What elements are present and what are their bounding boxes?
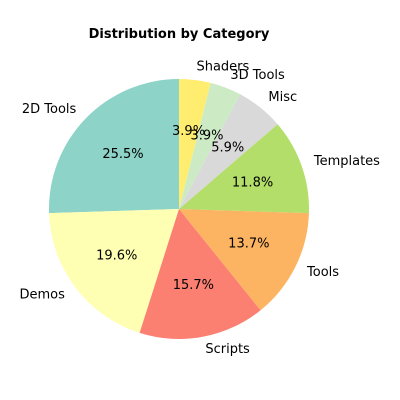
slice-percent-label: 11.8% <box>232 176 273 191</box>
pie-slices <box>49 79 309 340</box>
pie-percent-labels: 25.5%19.6%15.7%13.7%11.8%5.9%3.9%3.9% <box>96 124 273 293</box>
slice-percent-label: 19.6% <box>96 249 137 264</box>
pie-slice-misc <box>179 94 278 209</box>
chart-title: Distribution by Category <box>89 27 270 42</box>
pie-slice-scripts <box>139 209 261 340</box>
slice-label: Misc <box>268 90 297 105</box>
slice-label: Tools <box>306 265 339 280</box>
slice-label: Demos <box>20 288 66 303</box>
pie-labels: 2D Tools Demos Scripts Tools Templates Misc 3D… <box>20 60 381 357</box>
slice-label: Shaders <box>196 60 249 75</box>
slice-label: Scripts <box>205 342 250 357</box>
slice-percent-label: 13.7% <box>228 236 269 251</box>
slice-percent-label: 3.9% <box>172 124 205 139</box>
slice-percent-label: 25.5% <box>102 147 143 162</box>
pie-slice-demos <box>49 209 179 333</box>
slice-percent-label: 15.7% <box>173 278 214 293</box>
slice-label: 3D Tools <box>230 68 285 83</box>
pie-slice-tools <box>179 209 309 311</box>
pie-slice-templates <box>179 124 309 214</box>
pie-slice-3d-tools <box>179 82 241 209</box>
slice-percent-label: 5.9% <box>211 141 244 156</box>
pie-slice-2d-tools <box>49 79 179 214</box>
pie-slice-shaders <box>179 79 211 209</box>
slice-label: Templates <box>313 154 380 169</box>
slice-percent-label: 3.9% <box>191 129 224 144</box>
slice-label: 2D Tools <box>22 102 77 117</box>
